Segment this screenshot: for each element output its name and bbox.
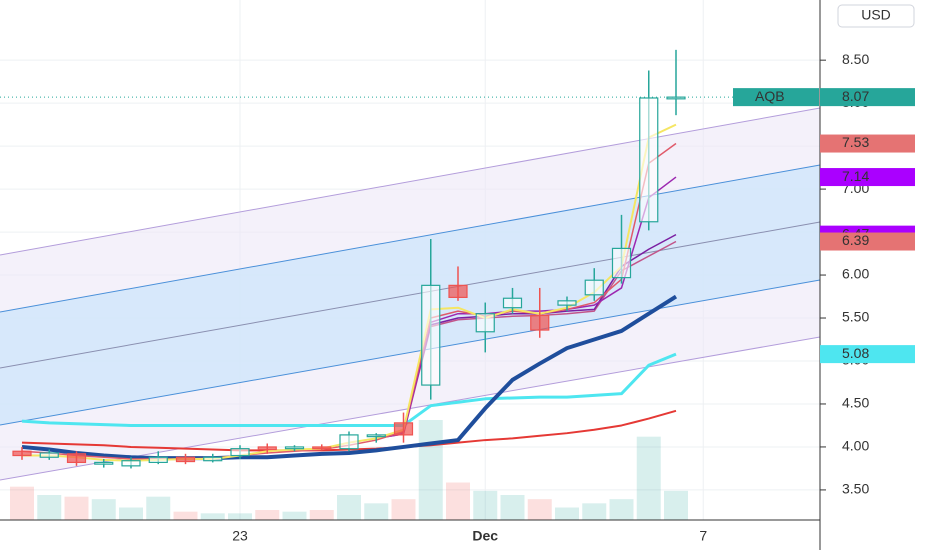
- candle-body: [39, 452, 59, 458]
- marks-layer: [0, 49, 820, 520]
- indicator-line: [21, 352, 677, 427]
- volume-bar: [309, 510, 334, 520]
- price-badge-label: 8.07: [842, 88, 869, 104]
- price-badge: [820, 168, 915, 187]
- volume-bar: [527, 499, 552, 520]
- y-tick-label: 5.50: [842, 309, 869, 325]
- price-badge: [820, 134, 915, 153]
- candle-body: [312, 446, 332, 450]
- y-tick-label: 4.50: [842, 395, 869, 411]
- candle-body: [475, 313, 495, 333]
- candle-body: [66, 453, 87, 464]
- volume-bar: [364, 503, 389, 520]
- regression-channel: [0, 107, 821, 481]
- volume-bar: [500, 495, 525, 520]
- candle-body: [421, 284, 441, 386]
- volume-bar: [391, 499, 416, 520]
- x-tick-label: Dec: [472, 528, 498, 544]
- candle-body: [584, 279, 604, 296]
- candle-body: [12, 450, 32, 457]
- candle-body: [121, 460, 141, 467]
- candle-body: [530, 314, 550, 331]
- y-tick-label: 4.00: [842, 438, 869, 454]
- volume-bar: [200, 513, 225, 520]
- candle-body: [366, 434, 386, 438]
- volume-bar: [146, 496, 171, 520]
- volume-bar: [64, 496, 89, 520]
- candle-body: [339, 434, 359, 450]
- candle-body: [94, 461, 114, 465]
- volume-bar: [119, 507, 143, 520]
- volume-bar: [609, 499, 634, 520]
- channel-line: [0, 279, 821, 426]
- price-axis-bg: [820, 0, 932, 550]
- candle-body: [284, 446, 305, 450]
- candle-body: [230, 448, 250, 457]
- volume-bar: [228, 513, 252, 520]
- candle-body: [393, 422, 414, 436]
- symbol: AQB: [755, 88, 785, 104]
- candle-body: [611, 247, 632, 279]
- channel-line: [0, 107, 821, 256]
- price-badge: [820, 232, 915, 251]
- y-tick-label: 6.00: [842, 266, 869, 282]
- candle-body: [557, 300, 577, 306]
- volume-bar: [10, 486, 34, 520]
- candle-body: [502, 297, 523, 309]
- y-tick-label: 8.50: [842, 51, 869, 67]
- channel-line: [0, 221, 821, 369]
- indicator-line: [21, 294, 678, 461]
- price-badge-label: 6.39: [842, 232, 869, 248]
- candle-body: [175, 456, 196, 463]
- channel-line: [0, 164, 821, 313]
- x-tick-label: 7: [699, 528, 707, 544]
- volume-bar: [91, 499, 116, 520]
- price-badge-label: 7.14: [842, 168, 869, 184]
- volume-bar: [446, 482, 470, 520]
- candle-body: [203, 456, 223, 462]
- axis-layer: 3.504.004.505.005.506.006.507.007.508.00…: [232, 51, 915, 544]
- volume-bar: [255, 510, 280, 520]
- currency: USD: [861, 7, 891, 23]
- price-badge-label: 7.53: [842, 134, 869, 150]
- candle-body: [639, 97, 659, 223]
- volume-bar: [555, 507, 579, 520]
- volume-bar: [473, 490, 498, 520]
- volume-bar: [337, 495, 361, 520]
- price-badge: [820, 345, 915, 364]
- volume-bar: [37, 495, 62, 520]
- currency-box[interactable]: [837, 4, 915, 28]
- candle-body: [448, 284, 468, 298]
- time-axis-bg: [0, 520, 820, 550]
- y-tick-label: 3.50: [842, 481, 869, 497]
- volume-bar: [418, 420, 443, 520]
- candle-body: [148, 456, 168, 464]
- price-badge: [820, 88, 915, 107]
- candle-body: [257, 446, 277, 451]
- volume-bar: [636, 436, 661, 520]
- volume-bar: [173, 511, 198, 520]
- price-badge-label: 5.08: [842, 345, 869, 361]
- x-tick-label: 23: [232, 528, 248, 544]
- volume-bar: [582, 503, 607, 520]
- volume-bar: [282, 511, 307, 520]
- symbol-badge: [733, 88, 819, 107]
- volume-bar: [664, 490, 688, 520]
